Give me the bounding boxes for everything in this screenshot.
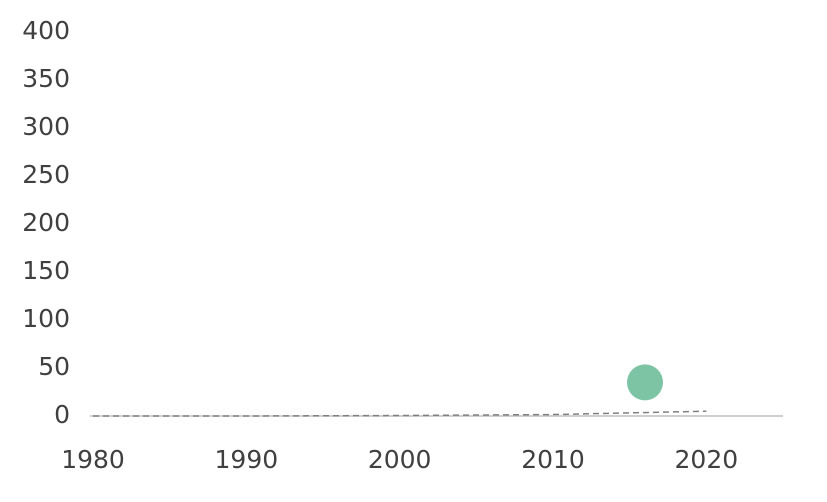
x-tick-label: 1990 (215, 445, 279, 474)
x-tick-label: 2020 (675, 445, 739, 474)
y-tick-label: 300 (22, 112, 70, 141)
trend-line (93, 410, 707, 417)
y-tick-label: 250 (22, 160, 70, 189)
y-tick-label: 200 (22, 208, 70, 237)
y-tick-label: 350 (22, 64, 70, 93)
x-tick-label: 1980 (61, 445, 125, 474)
y-tick-label: 400 (22, 16, 70, 45)
y-tick-label: 150 (22, 256, 70, 285)
x-tick-label: 2010 (521, 445, 585, 474)
y-tick-label: 100 (22, 304, 70, 333)
x-tick-label: 2000 (368, 445, 432, 474)
point (627, 364, 663, 401)
y-tick-label: 50 (38, 352, 70, 381)
y-tick-label: 0 (54, 400, 70, 429)
